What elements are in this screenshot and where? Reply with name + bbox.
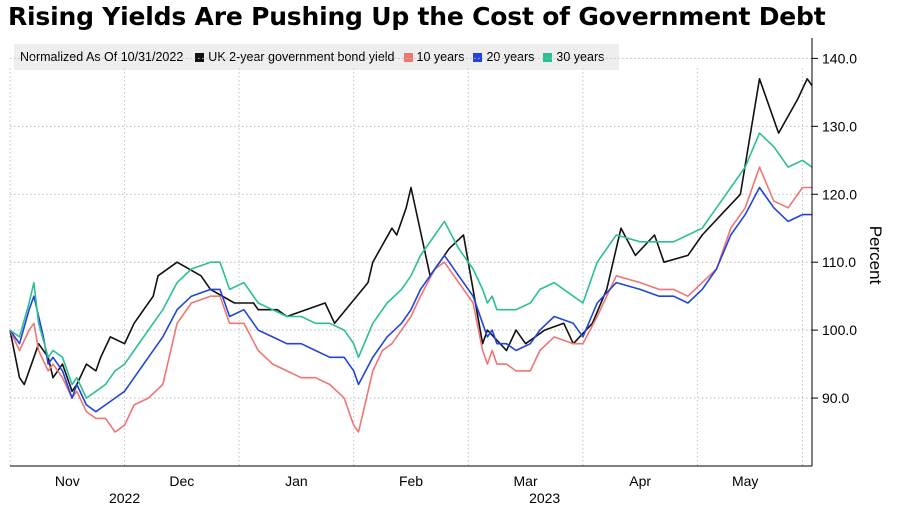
series-line-10-years [9,166,812,433]
legend-item-30-years: 30 years [543,50,604,64]
y-tick-label: 90.0 [822,390,849,406]
y-axis-label: Percent [866,226,885,285]
series-line-20-years [9,186,812,413]
series-line-uk-2-year-government-bond-yield [9,78,813,393]
legend-label-30-years: 30 years [556,50,605,64]
x-tick-label: Mar [514,473,538,489]
legend-label-2-year: UK 2-year government bond yield [208,50,395,64]
legend-swatch-10-years [403,52,413,62]
legend-swatch-30-years [543,52,553,62]
x-tick-label: Feb [399,473,423,489]
axes: 90.0 100.0 110.0 120.0 130.0 140.0 Nov Dec Jan Fe… [10,38,885,506]
legend-item-10-years: 10 years [403,50,465,64]
x-year-label: 2023 [529,490,560,506]
normalization-note: Normalized As Of 10/31/2022 [20,50,184,64]
series-lines [9,78,813,433]
y-tick-label: 110.0 [822,254,856,270]
y-tick-label: 140.0 [822,50,857,66]
x-tick-label: Jan [285,473,308,489]
chart-title: Rising Yields Are Pushing Up the Cost of… [8,2,826,31]
legend: Normalized As Of 10/31/2022 UK 2-year go… [14,44,620,70]
legend-label-10-years: 10 years [416,50,465,64]
series-line-30-years [9,132,813,399]
legend-item-2-year: UK 2-year government bond yield [195,50,395,64]
legend-label-20-years: 20 years [486,50,535,64]
x-tick-label: Apr [629,473,651,489]
x-tick-label: Dec [169,473,194,489]
x-tick-label: Nov [55,473,80,489]
gridlines [9,57,812,466]
y-tick-label: 100.0 [822,322,857,338]
y-tick-label: 130.0 [822,118,857,134]
x-tick-label: May [732,473,758,489]
legend-item-20-years: 20 years [473,50,534,64]
legend-swatch-2-year [195,52,205,62]
x-year-label: 2022 [109,490,140,506]
legend-swatch-20-years [473,52,483,62]
y-tick-label: 120.0 [822,186,857,202]
